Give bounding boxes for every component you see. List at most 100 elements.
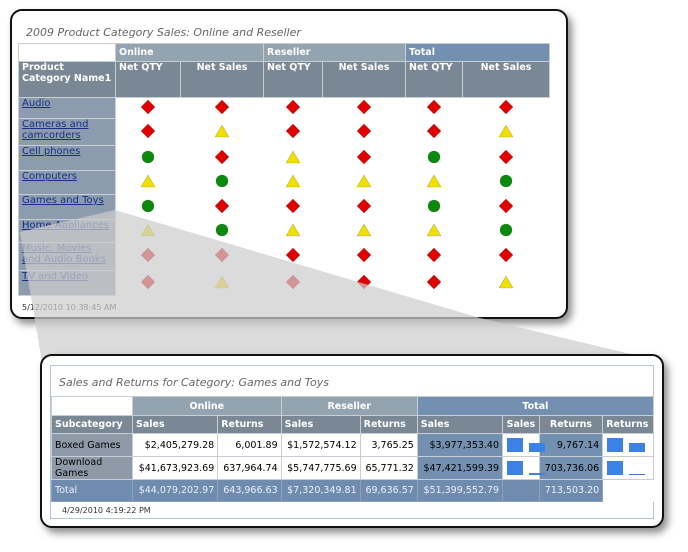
circle-status-icon	[215, 174, 229, 188]
table-row: Boxed Games $2,405,279.28 6,001.89 $1,572,5…	[51, 433, 654, 457]
value-cell: 6,001.89	[217, 433, 282, 457]
row-header: Product Category Name1	[18, 61, 116, 98]
total-value: 69,636.57	[359, 479, 418, 502]
category-link[interactable]: Computers	[22, 171, 77, 182]
group-reseller: Reseller	[263, 43, 406, 62]
column-header: Returns	[602, 415, 654, 434]
table-row: Home Appliances	[18, 219, 550, 243]
bottom-report-card: Sales and Returns for Category: Games an…	[40, 354, 664, 528]
table-row: Cameras and camcorders	[18, 118, 550, 146]
table-row: Audio	[18, 97, 550, 119]
total-value: $51,399,552.79	[416, 479, 504, 502]
sparkline-bar	[607, 461, 624, 475]
status-table: Online Reseller Total Product Category N…	[18, 43, 550, 296]
triangle-status-icon	[285, 222, 301, 236]
value-cell: $3,977,353.40	[416, 433, 504, 457]
category-link[interactable]: Audio	[22, 98, 51, 109]
diamond-status-icon	[140, 123, 156, 138]
table-row: Download Games $41,673,923.69 637,964.74 $5…	[51, 456, 654, 480]
sparkline-bar	[507, 438, 524, 452]
group-online: Online	[115, 43, 264, 62]
category-link[interactable]: Cell phones	[22, 146, 81, 157]
diamond-status-icon	[426, 247, 442, 263]
diamond-status-icon	[140, 274, 156, 289]
category-link[interactable]: Games and Toys	[22, 195, 104, 206]
column-header: Sales	[502, 415, 540, 434]
diamond-status-icon	[285, 123, 301, 138]
circle-status-icon	[427, 150, 441, 163]
sparkline-chart	[502, 433, 546, 457]
triangle-status-icon	[356, 174, 372, 188]
total-label: Total	[51, 479, 133, 502]
total-value: 643,966.63	[217, 479, 282, 502]
diamond-status-icon	[498, 247, 514, 263]
diamond-status-icon	[426, 99, 442, 114]
value-cell: $47,421,599.39	[416, 456, 504, 480]
circle-status-icon	[499, 174, 513, 188]
top-report-card: 2009 Product Category Sales: Online and …	[10, 9, 568, 319]
circle-status-icon	[141, 150, 155, 163]
column-header: Net Sales	[462, 61, 550, 98]
table-row: Music, Movies and Audio Books	[18, 242, 550, 271]
value-cell: $1,572,574.12	[280, 433, 361, 457]
triangle-status-icon	[285, 174, 301, 188]
diamond-status-icon	[285, 99, 301, 114]
total-value: $7,320,349.81	[280, 479, 361, 502]
column-header: Net Sales	[180, 61, 264, 98]
total-value: 713,503.20	[538, 479, 604, 502]
column-header: Returns	[538, 415, 604, 434]
row-header: Subcategory	[51, 415, 133, 434]
triangle-status-icon	[498, 123, 514, 137]
group-total: Total	[416, 396, 655, 416]
column-header: Sales	[131, 415, 219, 434]
diamond-status-icon	[356, 99, 372, 114]
diamond-status-icon	[426, 123, 442, 138]
sparkline-chart	[502, 456, 546, 480]
diamond-status-icon	[214, 99, 230, 114]
total-value: $44,079,202.97	[131, 479, 219, 502]
diamond-status-icon	[356, 198, 372, 213]
triangle-status-icon	[356, 222, 372, 236]
value-cell: $5,747,775.69	[280, 456, 361, 480]
circle-status-icon	[499, 223, 513, 236]
sparkline-chart	[602, 456, 654, 480]
timestamp: 5/12/2010 10:38:45 AM	[22, 303, 117, 312]
column-header: Net QTY	[263, 61, 323, 98]
table-row: Computers	[18, 170, 550, 195]
sparkline-bar	[607, 438, 624, 452]
diamond-status-icon	[214, 247, 230, 263]
sparkline-bar	[629, 443, 646, 452]
diamond-status-icon	[140, 99, 156, 114]
diamond-status-icon	[285, 274, 301, 289]
group-online: Online	[132, 396, 282, 416]
column-header: Sales	[416, 415, 504, 434]
table-row: Games and Toys	[18, 194, 550, 220]
value-cell: $2,405,279.28	[131, 433, 219, 457]
circle-status-icon	[141, 199, 155, 212]
column-header: Net QTY	[405, 61, 463, 98]
circle-status-icon	[427, 199, 441, 212]
diamond-status-icon	[214, 198, 230, 213]
column-header: Returns	[217, 415, 282, 434]
value-cell: 3,765.25	[359, 433, 418, 457]
sparkline-bar	[507, 461, 524, 475]
sparkline-bar	[529, 473, 546, 475]
triangle-status-icon	[426, 174, 442, 188]
diamond-status-icon	[498, 99, 514, 114]
category-link[interactable]: TV and Video	[22, 271, 89, 282]
report-title: Sales and Returns for Category: Games an…	[59, 376, 329, 389]
triangle-status-icon	[214, 274, 230, 288]
column-header: Net Sales	[322, 61, 406, 98]
diamond-status-icon	[214, 149, 230, 164]
diamond-status-icon	[285, 247, 301, 263]
diamond-status-icon	[426, 274, 442, 289]
sparkline-chart	[602, 433, 654, 457]
category-link[interactable]: Home Appliances	[22, 220, 110, 231]
column-header: Returns	[359, 415, 418, 434]
triangle-status-icon	[214, 123, 230, 137]
diamond-status-icon	[498, 198, 514, 213]
triangle-status-icon	[285, 149, 301, 163]
category-link[interactable]: Music, Movies and Audio Books	[22, 243, 106, 265]
column-header: Net QTY	[115, 61, 181, 98]
category-link[interactable]: Cameras and camcorders	[22, 119, 89, 141]
